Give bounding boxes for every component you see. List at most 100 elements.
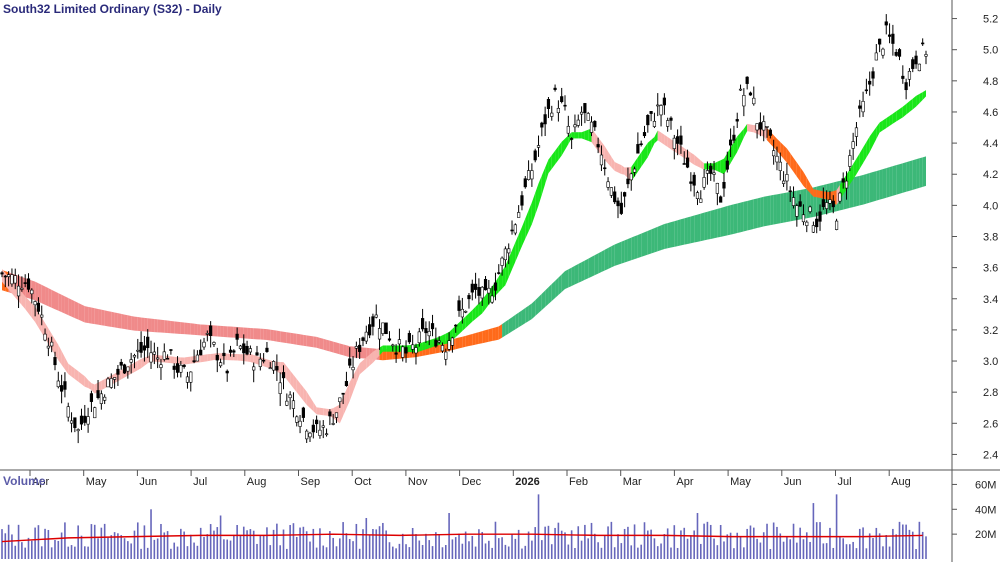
guppy-short-band-segment [714,161,718,172]
guppy-long-band-segment [561,271,566,293]
time-tick-label: Jun [784,476,802,488]
candle-body [795,205,799,217]
candle-body [7,274,11,277]
time-tick-label: Aug [891,476,911,488]
guppy-short-band-segment [157,355,161,363]
candle-body [368,324,372,336]
volume-bar [663,534,666,559]
candle-body [854,127,859,137]
candle-body [450,337,455,346]
guppy-long-band-segment [290,332,294,345]
candle-body [298,420,302,427]
candle-body [729,139,733,146]
volume-bar [779,533,782,559]
volume-bar [504,544,507,559]
guppy-short-band-segment [452,325,456,341]
guppy-long-band-segment [889,166,893,197]
guppy-long-band-segment [684,217,688,245]
volume-bar [391,546,394,559]
guppy-long-band-segment [111,311,115,328]
candle-body [106,378,110,388]
candle-body [430,323,435,330]
volume-bar [57,540,60,559]
volume-bar [815,522,818,559]
volume-bar [335,546,338,559]
volume-bar [673,525,676,559]
guppy-long-band-segment [578,262,582,283]
candle-body [603,167,607,170]
volume-bar [441,547,444,559]
price-tick-label: 3.8 [983,232,998,244]
guppy-long-band-segment [58,293,62,313]
volume-bar [342,522,344,559]
volume-bar [716,545,719,559]
guppy-short-band-segment [737,132,741,152]
guppy-short-band-segment [243,353,248,362]
candle-body [86,416,90,425]
guppy-long-band-segment [81,304,85,323]
volume-bar [431,546,434,559]
guppy-short-band-segment [230,353,234,361]
candle-body [583,103,587,114]
volume-bar [170,548,172,559]
price-tick-label: 5.2 [983,14,998,26]
candle-body [924,54,928,57]
guppy-short-band-segment [475,303,479,319]
guppy-short-band-segment [873,127,877,146]
guppy-long-band-segment [571,265,575,286]
volume-bar [319,528,321,559]
volume-bar [385,530,387,559]
guppy-short-band-segment [664,134,668,147]
guppy-short-band-segment [25,296,29,314]
guppy-long-band-segment [306,335,310,347]
candle-body [89,393,94,402]
guppy-short-band-segment [28,299,32,318]
volume-bar [193,542,195,559]
volume-bar [471,535,474,559]
guppy-long-band-segment [853,176,857,208]
candle-body [179,364,183,373]
candle-body [493,282,498,291]
guppy-long-band-segment [250,327,254,340]
guppy-short-band-segment [343,389,347,416]
guppy-long-band-segment [521,308,526,326]
candle-body [834,220,839,230]
guppy-long-band-segment [604,248,609,271]
candle-body [811,225,815,233]
volume-bar [511,534,513,559]
volume-bar [140,548,142,559]
guppy-long-band-segment [743,200,748,232]
guppy-short-band-segment [538,175,542,206]
volume-bar [242,526,245,559]
guppy-short-band-segment [74,368,79,382]
volume-bar [292,523,295,559]
guppy-long-band-segment [538,293,542,314]
candle-body [66,406,70,418]
candle-body [50,341,54,347]
guppy-short-band-segment [207,353,211,362]
candle-body [354,346,358,349]
guppy-long-band-segment [892,165,897,196]
guppy-long-band-segment [260,328,264,340]
candle-body [503,248,507,261]
volume-bar [173,542,176,559]
candle-body [321,425,325,428]
guppy-long-band-segment [694,214,698,243]
guppy-short-band-segment [253,354,258,365]
guppy-long-band-segment [767,195,771,226]
guppy-long-band-segment [141,317,145,332]
volume-bar [786,537,788,559]
volume-bar [855,548,858,559]
volume-bar [746,528,748,559]
time-tick-label: May [730,476,751,488]
guppy-long-band-segment [873,171,877,202]
guppy-short-band-segment [296,378,301,397]
candle-body [60,385,64,392]
volume-bar [762,532,765,559]
volume-bar [388,542,391,559]
candle-body [218,362,223,367]
guppy-short-band-segment [366,354,370,369]
guppy-long-band-segment [154,319,158,333]
volume-bar [113,532,116,559]
